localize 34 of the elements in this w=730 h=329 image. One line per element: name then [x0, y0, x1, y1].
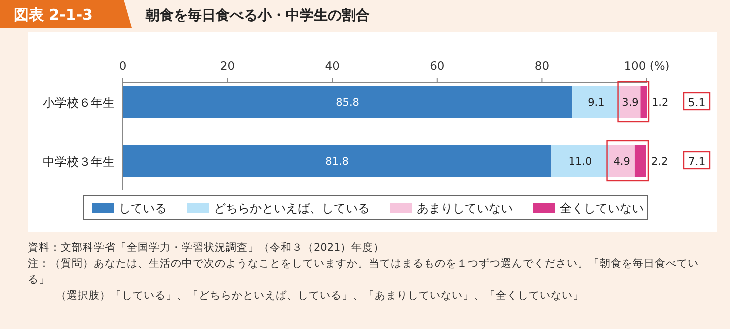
data-label: 3.9	[622, 97, 639, 109]
text: 資料：文部科学省「全国学力・学習状況調査」（令和３（2021）年度）	[28, 241, 386, 256]
x-tick-label: 0	[119, 59, 127, 73]
data-label: 4.9	[614, 156, 630, 168]
bar	[572, 86, 620, 118]
data-label: 11.0	[568, 156, 592, 168]
data-label: 1.2	[652, 97, 669, 109]
x-tick-label: 40	[325, 59, 340, 73]
data-label: 81.8	[326, 156, 350, 168]
data-label: 9.1	[588, 97, 605, 109]
text: （選択肢）「している」、「どちらかといえば、している」、「あまりしていない」、「全くしていない」	[55, 289, 585, 304]
legend-label: している	[119, 202, 167, 216]
x-tick-label: 20	[220, 59, 236, 73]
data-label: 85.8	[336, 97, 360, 109]
legend-label: あまりしていない	[417, 202, 513, 216]
x-tick-label: 100 (%)	[624, 59, 670, 73]
data-label: 2.2	[651, 156, 668, 168]
bar	[123, 86, 573, 118]
text: 5.1	[688, 96, 706, 110]
chart-title: 朝食を毎日食べる小・中学生の割合	[145, 7, 370, 24]
text: 7.1	[688, 156, 706, 168]
chart-subtitle: 図表 2-1-3	[14, 6, 93, 24]
y-tick-label: 小学校６年生	[43, 96, 115, 110]
legend-label: 全くしていない	[560, 202, 644, 216]
bar	[123, 145, 552, 177]
legend-label: どちらかといえば、している	[214, 202, 370, 216]
x-tick-label: 60	[430, 59, 445, 73]
bar	[552, 145, 610, 177]
bar	[609, 145, 635, 177]
bar	[634, 145, 646, 177]
text: 注：（質問）あなたは、生活の中で次のようなことをしていますか。当てはまるものを１つずつ選んでください。「朝食を毎日食べている」	[28, 257, 700, 288]
x-tick-label: 80	[534, 59, 550, 73]
y-tick-label: 中学校３年生	[43, 155, 115, 169]
bar	[640, 86, 647, 118]
